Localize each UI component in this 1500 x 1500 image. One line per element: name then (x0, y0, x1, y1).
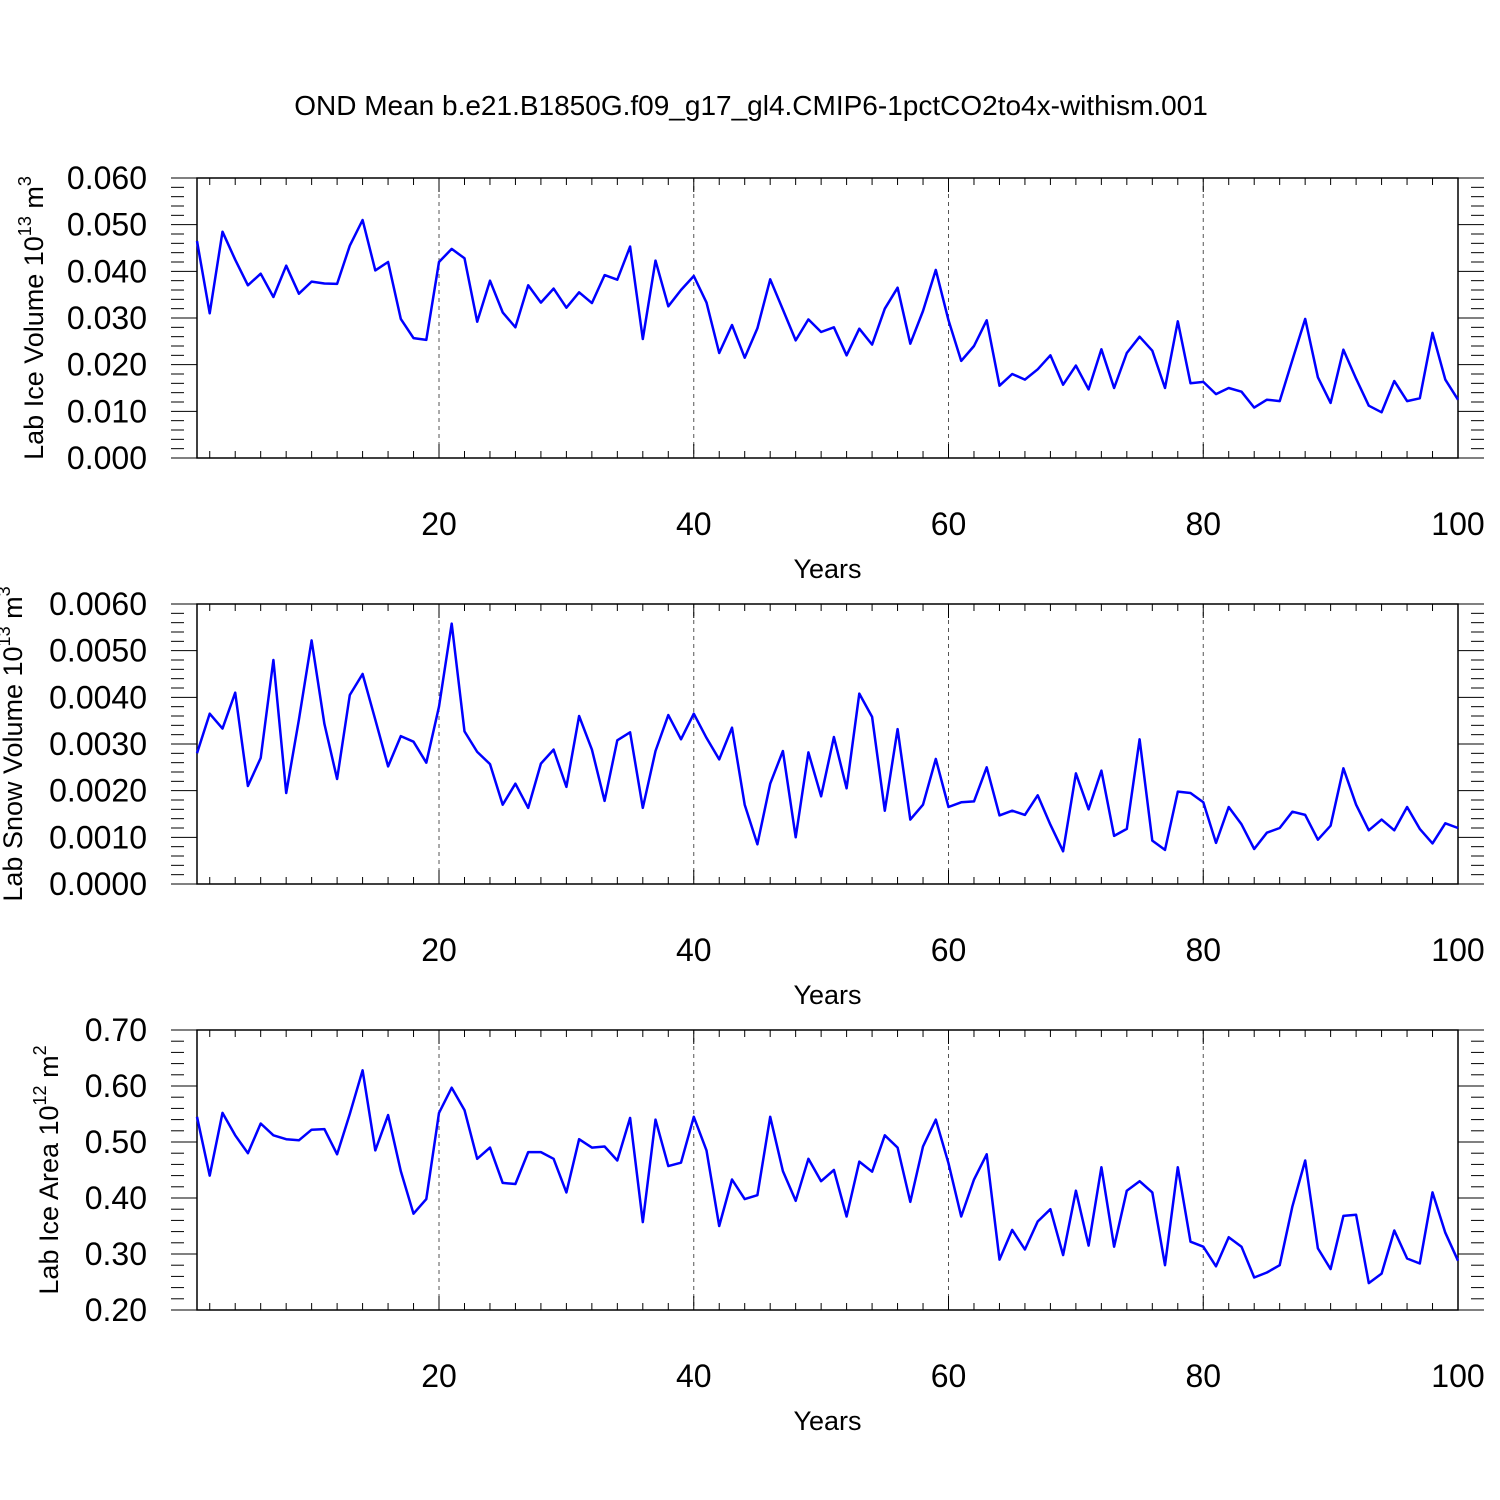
y-tick-label: 0.50 (85, 1124, 147, 1160)
series-line (195, 622, 1459, 853)
y-tick-label: 0.0000 (49, 866, 147, 902)
x-tick-label: 60 (931, 932, 967, 968)
y-tick-label: 0.0020 (49, 773, 147, 809)
x-tick-label: 40 (676, 1358, 712, 1394)
x-tick-label: 20 (421, 1358, 457, 1394)
x-tick-label: 80 (1185, 1358, 1221, 1394)
x-axis-label: Years (793, 980, 861, 1010)
x-tick-label: 40 (676, 506, 712, 542)
y-tick-label: 0.0040 (49, 679, 147, 715)
chart-title: OND Mean b.e21.B1850G.f09_g17_gl4.CMIP6-… (294, 90, 1208, 121)
y-tick-label: 0.30 (85, 1236, 147, 1272)
y-tick-label: 0.70 (85, 1012, 147, 1048)
series-line (195, 1069, 1460, 1285)
y-tick-label: 0.040 (67, 253, 147, 289)
y-tick-label: 0.0050 (49, 633, 147, 669)
panel-ice-area: 0.20 0.30 0.40 0.50 0.60 0.70 20 40 60 80 100 Years… (30, 1012, 1485, 1436)
x-tick-label: 100 (1431, 506, 1484, 542)
y-axis-label: Lab Ice Volume 1013 m3 (15, 176, 49, 460)
y-tick-label: 0.010 (67, 393, 147, 429)
x-tick-label: 80 (1185, 506, 1221, 542)
y-tick-label: 0.050 (67, 207, 147, 243)
y-tick-label: 0.60 (85, 1068, 147, 1104)
y-tick-label: 0.40 (85, 1180, 147, 1216)
x-tick-label: 100 (1431, 1358, 1484, 1394)
x-tick-label: 20 (421, 506, 457, 542)
plot-frame (196, 177, 1459, 459)
y-axis-label: Lab Snow Volume 1013 m3 (0, 586, 28, 901)
y-tick-label: 0.020 (67, 347, 147, 383)
y-tick-label: 0.0060 (49, 586, 147, 622)
x-axis-label: Years (793, 554, 861, 584)
x-tick-label: 60 (931, 1358, 967, 1394)
series-line (195, 218, 1460, 414)
x-tick-label: 60 (931, 506, 967, 542)
y-tick-label: 0.060 (67, 160, 147, 196)
plot-frame (196, 603, 1459, 885)
x-tick-label: 100 (1431, 932, 1484, 968)
y-tick-label: 0.030 (67, 300, 147, 336)
panel-ice-volume: 0.000 0.010 0.020 0.030 0.040 0.050 0.060 20 40 6… (15, 160, 1485, 584)
y-tick-label: 0.0010 (49, 819, 147, 855)
y-tick-label: 0.000 (67, 440, 147, 476)
x-tick-label: 40 (676, 932, 712, 968)
y-axis-label: Lab Ice Area 1012 m2 (30, 1045, 64, 1294)
y-tick-label: 0.20 (85, 1292, 147, 1328)
plot-frame (196, 1029, 1459, 1311)
x-tick-label: 80 (1185, 932, 1221, 968)
x-tick-label: 20 (421, 932, 457, 968)
y-tick-label: 0.0030 (49, 726, 147, 762)
x-axis-label: Years (793, 1406, 861, 1436)
panel-snow-volume: 0.0000 0.0010 0.0020 0.0030 0.0040 0.0050 0.00… (0, 586, 1485, 1010)
